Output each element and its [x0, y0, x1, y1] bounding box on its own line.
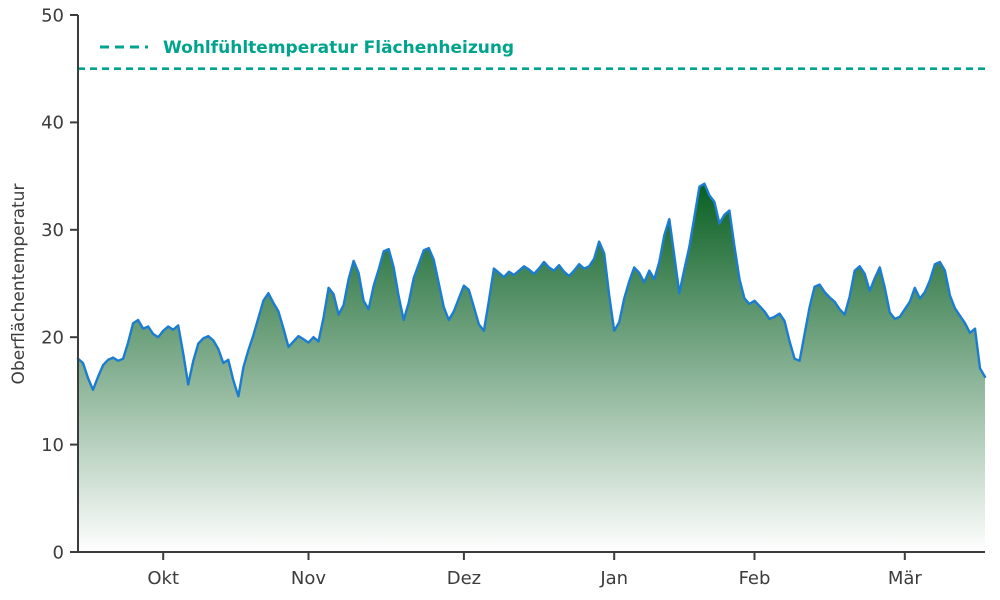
legend-label: Wohlfühltemperatur Flächenheizung: [163, 38, 514, 58]
y-tick-label: 40: [41, 113, 64, 134]
x-tick-label: Nov: [291, 568, 326, 589]
legend: Wohlfühltemperatur Flächenheizung: [100, 38, 514, 58]
y-axis: 0 10 20 30 40 50: [41, 5, 78, 563]
temperature-line: [76, 182, 987, 398]
temperature-area-fill: [78, 183, 985, 552]
y-tick-label: 10: [41, 435, 64, 456]
y-tick-label: 20: [41, 328, 64, 349]
y-tick-label: 0: [53, 542, 64, 563]
x-tick-label: Dez: [447, 568, 481, 589]
x-tick-label: Okt: [147, 568, 179, 589]
y-axis-title: Oberflächentemperatur: [9, 184, 29, 385]
x-tick-label: Jan: [599, 568, 628, 589]
x-axis: Okt Nov Dez Jan Feb Mär: [147, 552, 922, 589]
y-tick-label: 50: [41, 5, 64, 26]
x-tick-label: Feb: [739, 568, 771, 589]
x-tick-label: Mär: [888, 568, 923, 589]
y-tick-label: 30: [41, 220, 64, 241]
